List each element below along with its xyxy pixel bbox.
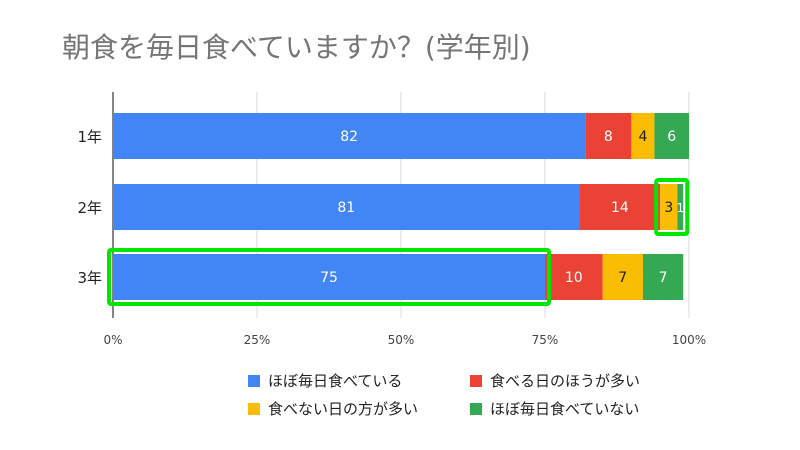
data-label: 81: [337, 200, 355, 216]
data-label: 7: [659, 270, 668, 286]
x-tick-label: 0%: [103, 333, 122, 347]
highlight-box: [107, 248, 551, 306]
data-label: 75: [320, 270, 338, 286]
data-label: 4: [638, 129, 647, 145]
bar-segment: [545, 254, 603, 300]
data-label: 6: [667, 129, 676, 145]
highlight-box: [654, 178, 690, 236]
bar-segment: [654, 113, 689, 159]
y-tick-label: 3年: [77, 269, 102, 287]
x-tick-label: 75%: [532, 333, 559, 347]
bar-segment: [631, 113, 655, 159]
data-label: 7: [618, 270, 627, 286]
bar-segment: [579, 184, 661, 230]
bar-segment: [585, 113, 632, 159]
y-tick-label: 1年: [77, 128, 102, 146]
bar-segment: [642, 254, 684, 300]
bar-segment: [677, 184, 684, 230]
chart-title: 朝食を毎日食べていますか？(学年別): [62, 31, 531, 64]
data-label: 14: [611, 200, 629, 216]
data-label: 1: [677, 201, 685, 215]
x-tick-label: 50%: [388, 333, 415, 347]
bar-segment: [113, 113, 586, 159]
data-label: 10: [565, 270, 583, 286]
data-label: 82: [340, 129, 358, 145]
x-tick-label: 100%: [672, 333, 706, 347]
y-tick-label: 2年: [77, 199, 102, 217]
x-tick-label: 25%: [244, 333, 271, 347]
data-label: 8: [604, 129, 613, 145]
data-label: 3: [664, 200, 673, 216]
bar-segment: [113, 254, 545, 300]
bar-segment: [113, 184, 580, 230]
bar-segment: [660, 184, 678, 230]
bar-segment: [602, 254, 643, 300]
